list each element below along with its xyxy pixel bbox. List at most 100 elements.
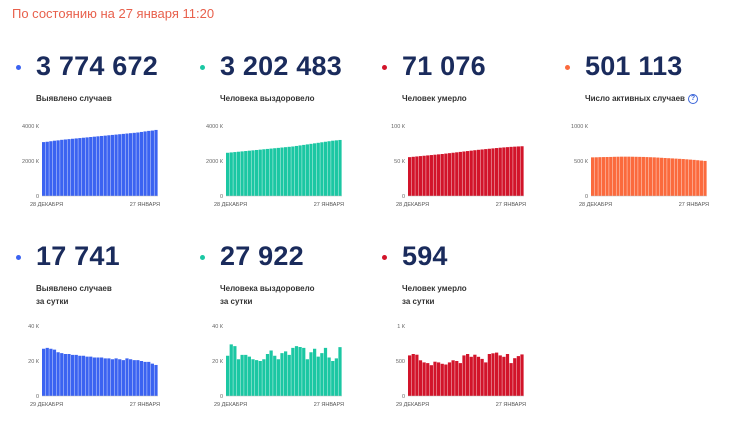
y-tick-label: 2000 К (206, 159, 224, 165)
bar (85, 356, 89, 397)
bar (107, 358, 111, 397)
bar-chart: 40 К 20 К 0 29 ДЕКАБРЯ 27 ЯНВАРЯ (212, 324, 344, 408)
bar (616, 156, 620, 196)
bar (63, 354, 67, 396)
bar (634, 156, 638, 196)
bar (630, 156, 635, 196)
bullet-dot (382, 255, 387, 260)
stat-label-line1: Человека выздоровело (220, 284, 315, 293)
bar (273, 355, 277, 396)
bar (422, 155, 426, 196)
bar (627, 156, 631, 196)
stat-label-line1: Человек умерло (402, 94, 467, 103)
bar (251, 359, 255, 396)
stat-label-line1: Человека выздоровело (220, 94, 315, 103)
bar (81, 137, 86, 196)
bar (418, 360, 423, 396)
bar (426, 363, 430, 396)
bar (284, 147, 288, 196)
y-tick-label: 0 (585, 194, 588, 200)
bar (502, 147, 506, 196)
bar (56, 140, 60, 196)
bar (323, 141, 328, 196)
bar (67, 139, 71, 197)
bar (265, 354, 270, 396)
bar (240, 151, 244, 197)
bar (513, 146, 517, 196)
x-start-label: 28 ДЕКАБРЯ (30, 202, 63, 208)
stat-label-line2: за сутки (402, 297, 435, 306)
bar (513, 358, 517, 396)
y-tick-label: 40 К (212, 324, 224, 330)
bar (136, 132, 140, 196)
bar (649, 157, 653, 196)
bullet-dot (16, 255, 21, 260)
bar (125, 358, 129, 397)
bar (334, 140, 338, 196)
bar (89, 356, 93, 397)
bar (276, 359, 280, 396)
bar (67, 354, 71, 396)
bar (150, 363, 154, 397)
x-end-label: 27 ЯНВАРЯ (130, 202, 160, 208)
bar (114, 358, 118, 397)
bar (121, 360, 125, 397)
bar (154, 364, 158, 396)
bar (685, 159, 689, 196)
bar (480, 358, 484, 396)
bar (447, 153, 452, 196)
stat-value: 17 741 (36, 241, 120, 271)
bar (233, 346, 237, 397)
stat-label: Человека выздоровело за сутки (220, 282, 314, 308)
bar (659, 157, 664, 196)
bar (415, 156, 419, 196)
bar (74, 138, 78, 196)
bar (269, 350, 273, 396)
bar (674, 158, 678, 196)
bar (338, 347, 342, 396)
bar-chart: 100 К 50 К 0 28 ДЕКАБРЯ 27 ЯНВАРЯ (391, 124, 526, 208)
bar-chart: 4000 К 2000 К 0 28 ДЕКАБРЯ 27 ЯНВАРЯ (206, 124, 344, 208)
y-tick-label: 2000 К (22, 159, 40, 165)
bar (605, 157, 609, 196)
bar (103, 358, 107, 397)
y-tick-label: 0 (220, 394, 223, 400)
bar (699, 160, 703, 196)
stat-panel: 594 Человек умерло за сутки 1 К 500 0 29 ДЕКАБ… (382, 241, 550, 422)
stat-label: Выявлено случаев за сутки (36, 282, 112, 308)
timestamp: По состоянию на 27 января 11:20 (12, 6, 215, 21)
bar (663, 157, 667, 196)
info-icon[interactable]: ? (687, 93, 698, 104)
stat-value: 3 202 483 (220, 51, 342, 81)
bar (487, 148, 491, 196)
bar (458, 151, 462, 196)
bar (331, 361, 335, 396)
bar (638, 156, 642, 196)
bar (244, 151, 248, 196)
bar (247, 150, 251, 196)
bar (229, 344, 233, 397)
bar (440, 154, 444, 196)
bar (265, 148, 270, 196)
bar (78, 138, 82, 196)
y-tick-label: 0 (220, 194, 223, 200)
bar (150, 130, 154, 196)
bar (509, 363, 513, 396)
bar (469, 150, 473, 196)
x-end-label: 27 ЯНВАРЯ (679, 202, 709, 208)
bar (462, 355, 466, 396)
stat-label-line1: Число активных случаев (585, 94, 685, 103)
bar (491, 148, 495, 196)
y-tick-label: 0 (36, 194, 39, 200)
bar (49, 141, 53, 196)
bar (437, 154, 441, 196)
stat-value: 71 076 (402, 51, 486, 81)
bar (418, 156, 423, 196)
stat-label: Человека выздоровело (220, 92, 314, 105)
bar (462, 151, 466, 196)
bar (280, 147, 284, 196)
bar (688, 159, 693, 196)
y-tick-label: 50 К (394, 159, 406, 165)
bar (313, 143, 317, 196)
bar (433, 361, 437, 396)
